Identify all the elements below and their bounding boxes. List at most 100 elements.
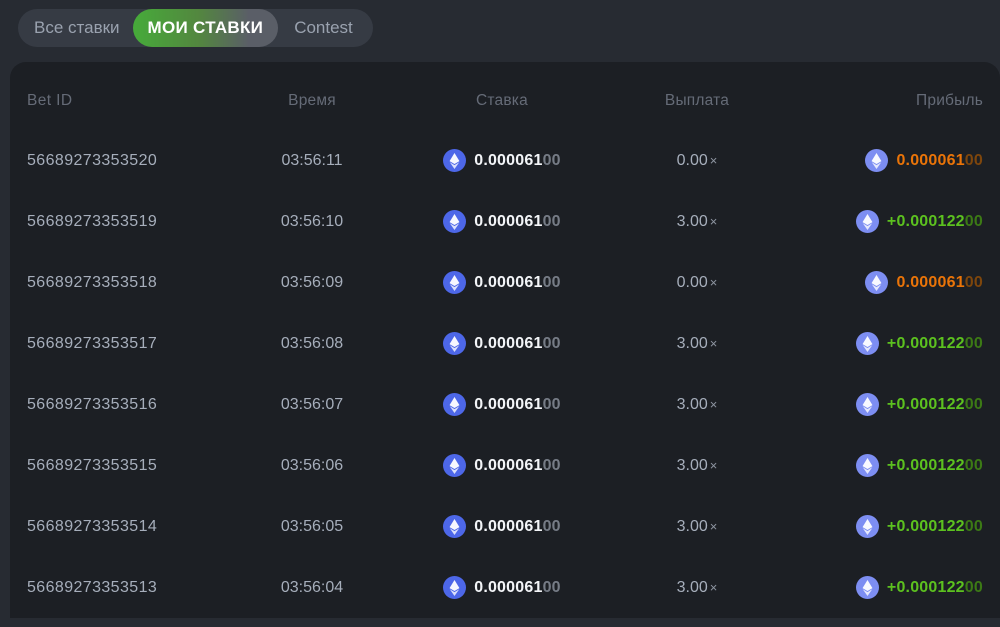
bet-time: 03:56:05	[280, 517, 344, 535]
ethereum-icon	[443, 149, 467, 172]
bet-amount-cell: 0.00006100	[397, 149, 607, 172]
bet-id: 56689273353520	[27, 151, 158, 169]
table-row[interactable]: 56689273353513 03:56:04 0.00006100 3.00 ×…	[27, 557, 983, 618]
ethereum-icon	[855, 332, 879, 355]
multiplier-sign: ×	[709, 213, 718, 229]
ethereum-icon	[443, 332, 467, 355]
bet-amount-cell: 0.00006100	[397, 454, 607, 477]
payout-multiplier: 3.00 ×	[676, 334, 718, 352]
table-row[interactable]: 56689273353520 03:56:11 0.00006100 0.00 ×…	[27, 130, 983, 191]
multiplier-sign: ×	[709, 396, 718, 412]
bet-time: 03:56:07	[280, 395, 344, 413]
bet-amount-cell: 0.00006100	[397, 271, 607, 294]
bet-id: 56689273353519	[27, 212, 158, 230]
bet-id: 56689273353513	[27, 578, 158, 596]
bet-amount: 0.00006100	[474, 578, 561, 596]
tab-my-bets[interactable]: МОИ СТАВКИ	[132, 9, 279, 47]
multiplier-sign: ×	[709, 274, 718, 290]
bet-amount: 0.00006100	[474, 151, 561, 169]
multiplier-sign: ×	[709, 579, 718, 595]
bet-time: 03:56:06	[280, 456, 344, 474]
profit-amount: +0.00012200	[886, 517, 983, 535]
bet-amount: 0.00006100	[474, 517, 561, 535]
ethereum-icon	[855, 454, 879, 477]
bet-time: 03:56:08	[280, 334, 344, 352]
profit-cell: +0.00012200	[787, 515, 983, 538]
bet-amount-cell: 0.00006100	[397, 332, 607, 355]
column-header-time: Время	[288, 92, 336, 109]
ethereum-icon	[443, 515, 467, 538]
bet-id: 56689273353517	[27, 334, 158, 352]
bet-amount-cell: 0.00006100	[397, 393, 607, 416]
table-body: 56689273353520 03:56:11 0.00006100 0.00 ×…	[27, 130, 983, 618]
table-row[interactable]: 56689273353514 03:56:05 0.00006100 3.00 ×…	[27, 496, 983, 557]
payout-multiplier: 3.00 ×	[676, 578, 718, 596]
profit-cell: +0.00012200	[787, 576, 983, 599]
profit-cell: 0.00006100	[787, 271, 983, 294]
table-row[interactable]: 56689273353516 03:56:07 0.00006100 3.00 ×…	[27, 374, 983, 435]
profit-amount: 0.00006100	[896, 151, 983, 169]
ethereum-icon	[443, 454, 467, 477]
payout-multiplier: 0.00 ×	[676, 151, 718, 169]
bets-history-panel: Bet ID Время Ставка Выплата Прибыль 5668…	[10, 62, 1000, 618]
ethereum-icon	[855, 515, 879, 538]
profit-cell: +0.00012200	[787, 210, 983, 233]
ethereum-icon	[443, 271, 467, 294]
ethereum-icon	[855, 210, 879, 233]
column-header-bet-id: Bet ID	[27, 92, 73, 109]
table-header-row: Bet ID Время Ставка Выплата Прибыль	[27, 76, 983, 126]
bet-id: 56689273353518	[27, 273, 158, 291]
profit-amount: +0.00012200	[886, 334, 983, 352]
bet-amount-cell: 0.00006100	[397, 515, 607, 538]
bet-time: 03:56:10	[280, 212, 344, 230]
payout-multiplier: 3.00 ×	[676, 517, 718, 535]
ethereum-icon	[865, 271, 889, 294]
profit-amount: +0.00012200	[886, 212, 983, 230]
multiplier-sign: ×	[709, 518, 718, 534]
table-row[interactable]: 56689273353519 03:56:10 0.00006100 3.00 ×…	[27, 191, 983, 252]
ethereum-icon	[865, 149, 889, 172]
multiplier-sign: ×	[709, 335, 718, 351]
bet-amount: 0.00006100	[474, 334, 561, 352]
table-row[interactable]: 56689273353517 03:56:08 0.00006100 3.00 ×…	[27, 313, 983, 374]
bet-amount-cell: 0.00006100	[397, 576, 607, 599]
bet-id: 56689273353516	[27, 395, 158, 413]
column-header-payout: Выплата	[664, 92, 730, 109]
ethereum-icon	[443, 393, 467, 416]
ethereum-icon	[443, 210, 467, 233]
profit-amount: +0.00012200	[886, 456, 983, 474]
bet-id: 56689273353515	[27, 456, 158, 474]
profit-amount: +0.00012200	[886, 395, 983, 413]
ethereum-icon	[855, 576, 879, 599]
column-header-profit: Прибыль	[916, 92, 983, 109]
payout-multiplier: 3.00 ×	[676, 456, 718, 474]
profit-amount: +0.00012200	[886, 578, 983, 596]
bet-amount: 0.00006100	[474, 273, 561, 291]
profit-cell: 0.00006100	[787, 149, 983, 172]
profit-cell: +0.00012200	[787, 454, 983, 477]
table-row[interactable]: 56689273353518 03:56:09 0.00006100 0.00 ×…	[27, 252, 983, 313]
bet-id: 56689273353514	[27, 517, 158, 535]
column-header-bet: Ставка	[476, 92, 528, 109]
bets-tab-bar: Все ставки МОИ СТАВКИ Contest	[18, 9, 373, 47]
multiplier-sign: ×	[709, 152, 718, 168]
bet-time: 03:56:04	[280, 578, 344, 596]
profit-cell: +0.00012200	[787, 332, 983, 355]
bet-amount: 0.00006100	[474, 395, 561, 413]
payout-multiplier: 0.00 ×	[676, 273, 718, 291]
profit-cell: +0.00012200	[787, 393, 983, 416]
bet-amount: 0.00006100	[474, 212, 561, 230]
ethereum-icon	[443, 576, 467, 599]
profit-amount: 0.00006100	[896, 273, 983, 291]
tab-contest[interactable]: Contest	[294, 18, 353, 37]
bet-time: 03:56:11	[281, 151, 343, 169]
ethereum-icon	[855, 393, 879, 416]
payout-multiplier: 3.00 ×	[676, 212, 718, 230]
table-row[interactable]: 56689273353515 03:56:06 0.00006100 3.00 ×…	[27, 435, 983, 496]
payout-multiplier: 3.00 ×	[676, 395, 718, 413]
bet-amount-cell: 0.00006100	[397, 210, 607, 233]
tab-all-bets[interactable]: Все ставки	[34, 18, 120, 37]
multiplier-sign: ×	[709, 457, 718, 473]
bet-time: 03:56:09	[280, 273, 344, 291]
bet-amount: 0.00006100	[474, 456, 561, 474]
